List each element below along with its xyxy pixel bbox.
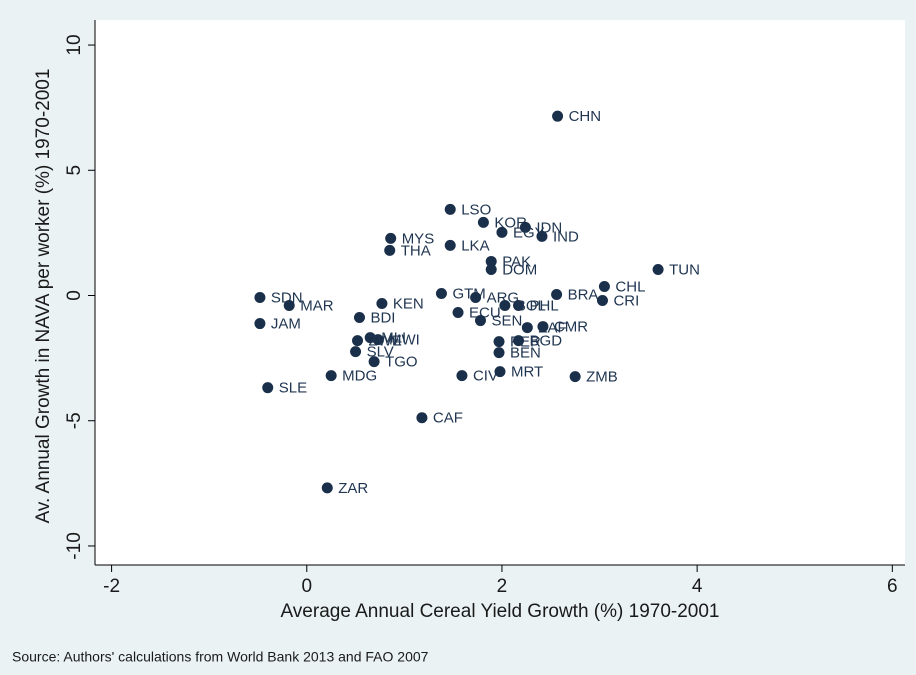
point-label: TGO (385, 354, 418, 371)
point (384, 244, 396, 256)
point-label: SLE (279, 380, 307, 397)
point-label: CHL (615, 278, 645, 295)
point-label: ZMB (586, 369, 618, 386)
point-label: CAF (433, 410, 463, 427)
x-tick-label: 6 (887, 576, 898, 597)
point (477, 216, 489, 228)
x-tick-label: 2 (497, 576, 508, 597)
point-label: LKA (461, 237, 489, 254)
y-tick-label: -10 (64, 532, 85, 559)
point-label: MDG (342, 368, 377, 385)
point-label: MAR (300, 297, 334, 314)
point-label: BDI (370, 310, 395, 327)
point (456, 370, 468, 382)
point-label: ZWE (369, 333, 402, 350)
point (521, 322, 533, 334)
x-tick-label: 4 (692, 576, 703, 597)
point (569, 371, 581, 383)
point-label: CHN (569, 108, 602, 125)
point (444, 203, 456, 215)
point-label: ARG (487, 289, 520, 306)
point (283, 300, 295, 312)
point (452, 307, 464, 319)
point (493, 336, 505, 348)
point (368, 356, 380, 368)
point-label: SDN (271, 289, 303, 306)
point-label: PHL (530, 297, 559, 314)
point (254, 318, 266, 330)
x-axis-title: Average Annual Cereal Yield Growth (%) 1… (280, 601, 719, 622)
point (513, 300, 525, 312)
point-label: CMR (554, 319, 588, 336)
point-label: BRA (568, 286, 599, 303)
point (596, 295, 608, 307)
point (519, 221, 531, 233)
point (254, 292, 266, 304)
point (416, 412, 428, 424)
point (470, 292, 482, 304)
point (494, 366, 506, 378)
point-label: GTM (452, 285, 485, 302)
point (485, 255, 497, 267)
plot-area (95, 20, 905, 565)
point (353, 312, 365, 324)
y-tick-label: 5 (64, 165, 85, 176)
x-tick-label: 0 (301, 576, 312, 597)
point-label: DOM (502, 261, 537, 278)
point (493, 347, 505, 359)
point (350, 346, 362, 358)
y-tick-label: -5 (64, 412, 85, 429)
y-tick-label: 10 (64, 34, 85, 55)
point (598, 280, 610, 292)
point-label: CRI (613, 292, 639, 309)
point (536, 230, 548, 242)
point (552, 110, 564, 122)
point (321, 482, 333, 494)
point (385, 232, 397, 244)
point-label: KEN (393, 295, 424, 312)
point-label: MRT (511, 364, 543, 381)
point (376, 298, 388, 310)
point-label: MLI (381, 330, 406, 347)
point-label: TUN (669, 261, 700, 278)
y-tick-label: 0 (64, 290, 85, 301)
point-label: BEN (510, 345, 541, 362)
point (485, 263, 497, 275)
point-label: IND (553, 228, 579, 245)
point (513, 335, 525, 347)
point-label: MYS (402, 230, 435, 247)
source-note: Source: Authors' calculations from World… (12, 649, 429, 665)
point-label: ZAR (338, 480, 368, 497)
point (435, 288, 447, 300)
point (551, 289, 563, 301)
x-tick-label: -2 (103, 576, 120, 597)
point-label: JAM (271, 316, 301, 333)
point (352, 335, 364, 347)
point (325, 370, 337, 382)
point (444, 239, 456, 251)
point-label: LSO (461, 201, 491, 218)
point (496, 226, 508, 238)
point (474, 315, 486, 327)
point (499, 300, 511, 312)
point-label: CIV (473, 368, 498, 385)
point-label: MWI (389, 332, 420, 349)
point-label: THA (401, 242, 431, 259)
y-axis-title: Av. Annual Growth in NAVA per worker (%)… (33, 69, 54, 524)
point-label: PAK (502, 253, 531, 270)
point-label: BOL (516, 297, 546, 314)
point-label: SEN (491, 313, 522, 330)
point (652, 263, 664, 275)
point (262, 382, 274, 394)
point (537, 321, 549, 333)
point (372, 334, 384, 346)
point-label: BGD (530, 333, 563, 350)
